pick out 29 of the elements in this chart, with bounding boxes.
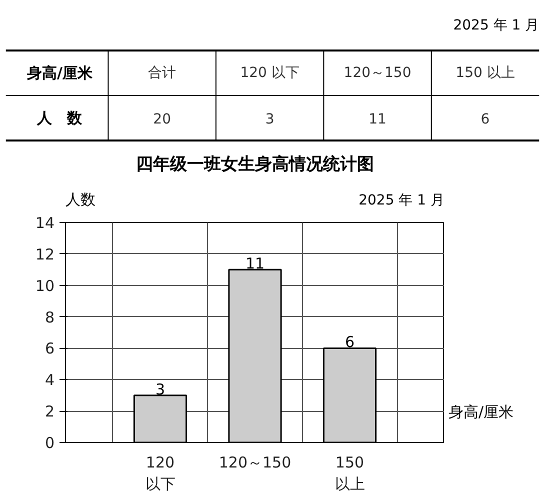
data-label: 6 [344,333,355,352]
y-tick-label: 12 [35,245,55,264]
y-tick-label: 8 [44,308,55,326]
x-tick-label: 120 以下 [145,454,176,494]
text: 2025 年 1 月 [453,18,540,34]
y-tick-label: 6 [44,340,55,358]
x-tick-label: 120～150 [218,454,292,472]
y-tick-label: 10 [35,276,55,295]
y-tick-label: 4 [44,371,55,390]
y-tick-label: 2 [44,402,55,421]
x-tick-label: 150 以上 [334,454,365,494]
category-label: 120～150 [344,65,412,81]
data-label: 6 [480,112,490,128]
data-label: 3 [155,380,166,398]
y-tick-label: 14 [35,214,55,232]
y-tick-label: 0 [44,434,55,452]
text: 人 数 [36,109,84,127]
data-label: 3 [265,112,274,128]
category-label: 150 以上 [456,65,515,81]
y-axis-title: 人数 [66,190,96,208]
chart-subtitle: 2025 年 1 月 [358,192,445,208]
text: 身高/厘米 [26,64,94,82]
category-label: 120 以下 [240,65,300,81]
category-label: 合计 [148,65,176,81]
data-label: 11 [368,112,386,128]
data-label: 11 [245,254,265,273]
x-axis-title: 身高/厘米 [448,403,514,422]
data-label: 20 [153,112,172,128]
chart-title: 四年级一班女生身高情况统计图 [136,154,374,174]
